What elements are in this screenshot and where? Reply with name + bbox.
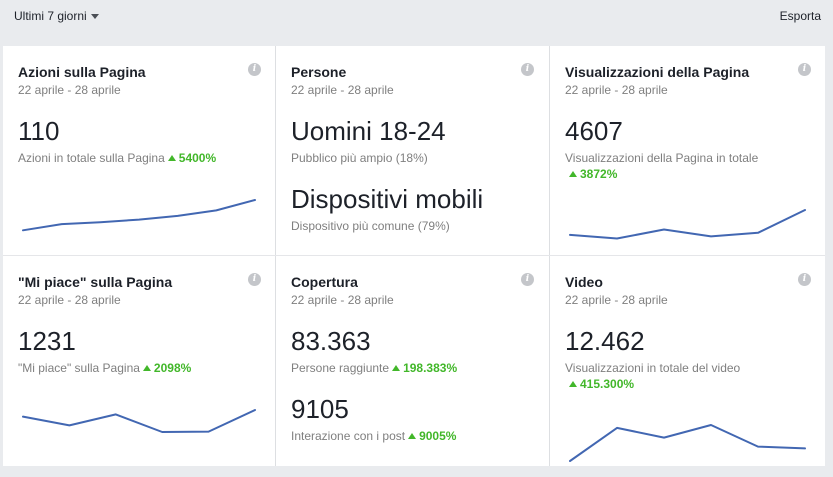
- delta-value: 2098%: [153, 361, 192, 375]
- card-date: 22 aprile - 28 aprile: [291, 293, 394, 307]
- card-title: Video: [565, 274, 603, 290]
- info-icon[interactable]: i: [521, 63, 534, 76]
- divider: [549, 46, 550, 466]
- chevron-down-icon: [90, 14, 99, 19]
- card-date: 22 aprile - 28 aprile: [18, 293, 121, 307]
- sparkline-series: [569, 209, 806, 240]
- card-page-actions[interactable]: Azioni sulla Pagina 22 aprile - 28 april…: [3, 46, 275, 255]
- delta-value: 9005%: [419, 429, 457, 443]
- info-icon[interactable]: i: [248, 273, 261, 286]
- divider: [3, 255, 825, 256]
- card-date: 22 aprile - 28 aprile: [291, 83, 394, 97]
- arrow-up-icon: [142, 365, 151, 371]
- metric-value: 1231: [18, 326, 76, 356]
- card-title: Visualizzazioni della Pagina: [565, 64, 750, 80]
- info-icon[interactable]: i: [248, 63, 261, 76]
- caption-text: Persone raggiunte: [291, 361, 390, 375]
- card-date: 22 aprile - 28 aprile: [565, 83, 668, 97]
- card-people[interactable]: Persone 22 aprile - 28 aprile i Uomini 1…: [276, 46, 548, 255]
- metric-value: 4607: [565, 116, 623, 146]
- delta-badge: 3872%: [565, 167, 617, 181]
- delta-value: 3872%: [580, 167, 618, 181]
- card-page-likes[interactable]: "Mi piace" sulla Pagina 22 aprile - 28 a…: [3, 256, 275, 465]
- card-date: 22 aprile - 28 aprile: [18, 83, 121, 97]
- metric-caption: Pubblico più ampio (18%): [291, 151, 428, 165]
- sparkline-chart: [22, 409, 256, 433]
- sparkline-series: [569, 424, 806, 462]
- metric-caption: Azioni in totale sulla Pagina 5400%: [18, 151, 216, 165]
- delta-badge: 9005%: [405, 429, 456, 443]
- metric-value: 12.462: [565, 326, 645, 356]
- metric-caption: Persone raggiunte 198.383%: [291, 361, 457, 375]
- card-page-views[interactable]: Visualizzazioni della Pagina 22 aprile -…: [550, 46, 825, 255]
- sparkline-series: [22, 199, 256, 232]
- sparkline-chart: [22, 199, 256, 232]
- delta-badge: 2098%: [140, 361, 191, 375]
- delta-badge: 5400%: [165, 151, 216, 165]
- metric-value: Uomini 18-24: [291, 116, 446, 146]
- caption-text: Azioni in totale sulla Pagina: [18, 151, 165, 165]
- card-title: Copertura: [291, 274, 358, 290]
- delta-value: 5400%: [178, 151, 217, 165]
- delta-badge: 415.300%: [565, 377, 634, 391]
- export-button[interactable]: Esporta: [779, 9, 821, 23]
- info-icon[interactable]: i: [798, 273, 811, 286]
- delta-badge: 198.383%: [389, 361, 457, 375]
- sparkline-chart: [569, 209, 806, 240]
- metric-delta-line: 415.300%: [565, 377, 634, 391]
- card-reach[interactable]: Copertura 22 aprile - 28 aprile i 83.363…: [276, 256, 548, 465]
- card-video[interactable]: Video 22 aprile - 28 aprile i 12.462 Vis…: [550, 256, 825, 465]
- metric-value: 110: [18, 116, 60, 146]
- info-icon[interactable]: i: [798, 63, 811, 76]
- arrow-up-icon: [569, 381, 577, 387]
- card-title: Persone: [291, 64, 347, 80]
- insights-grid: Azioni sulla Pagina 22 aprile - 28 april…: [3, 46, 825, 466]
- arrow-up-icon: [392, 365, 401, 371]
- info-icon[interactable]: i: [521, 273, 534, 286]
- metric-caption-secondary: Dispositivo più comune (79%): [291, 219, 450, 233]
- caption-text: "Mi piace" sulla Pagina: [18, 361, 140, 375]
- arrow-up-icon: [408, 433, 417, 439]
- date-range-dropdown[interactable]: Ultimi 7 giorni: [14, 9, 99, 23]
- metric-caption: Visualizzazioni in totale del video: [565, 361, 741, 375]
- metric-value-secondary: Dispositivi mobili: [291, 184, 484, 214]
- arrow-up-icon: [569, 171, 577, 177]
- metric-value: 83.363: [291, 326, 371, 356]
- delta-value: 415.300%: [580, 377, 635, 391]
- card-title: Azioni sulla Pagina: [18, 64, 146, 80]
- delta-value: 198.383%: [403, 361, 458, 375]
- date-range-label: Ultimi 7 giorni: [14, 9, 87, 23]
- caption-text: Interazione con i post: [291, 429, 406, 443]
- card-title: "Mi piace" sulla Pagina: [18, 274, 173, 290]
- metric-caption: Visualizzazioni della Pagina in totale: [565, 151, 759, 165]
- metric-caption: "Mi piace" sulla Pagina 2098%: [18, 361, 191, 375]
- metric-value-secondary: 9105: [291, 394, 349, 424]
- sparkline-series: [22, 409, 256, 433]
- metric-delta-line: 3872%: [565, 167, 617, 181]
- card-date: 22 aprile - 28 aprile: [565, 293, 668, 307]
- top-toolbar: Ultimi 7 giorni Esporta: [0, 0, 833, 36]
- arrow-up-icon: [167, 155, 176, 161]
- metric-caption-secondary: Interazione con i post 9005%: [291, 429, 456, 443]
- sparkline-chart: [569, 424, 806, 462]
- divider: [275, 46, 276, 466]
